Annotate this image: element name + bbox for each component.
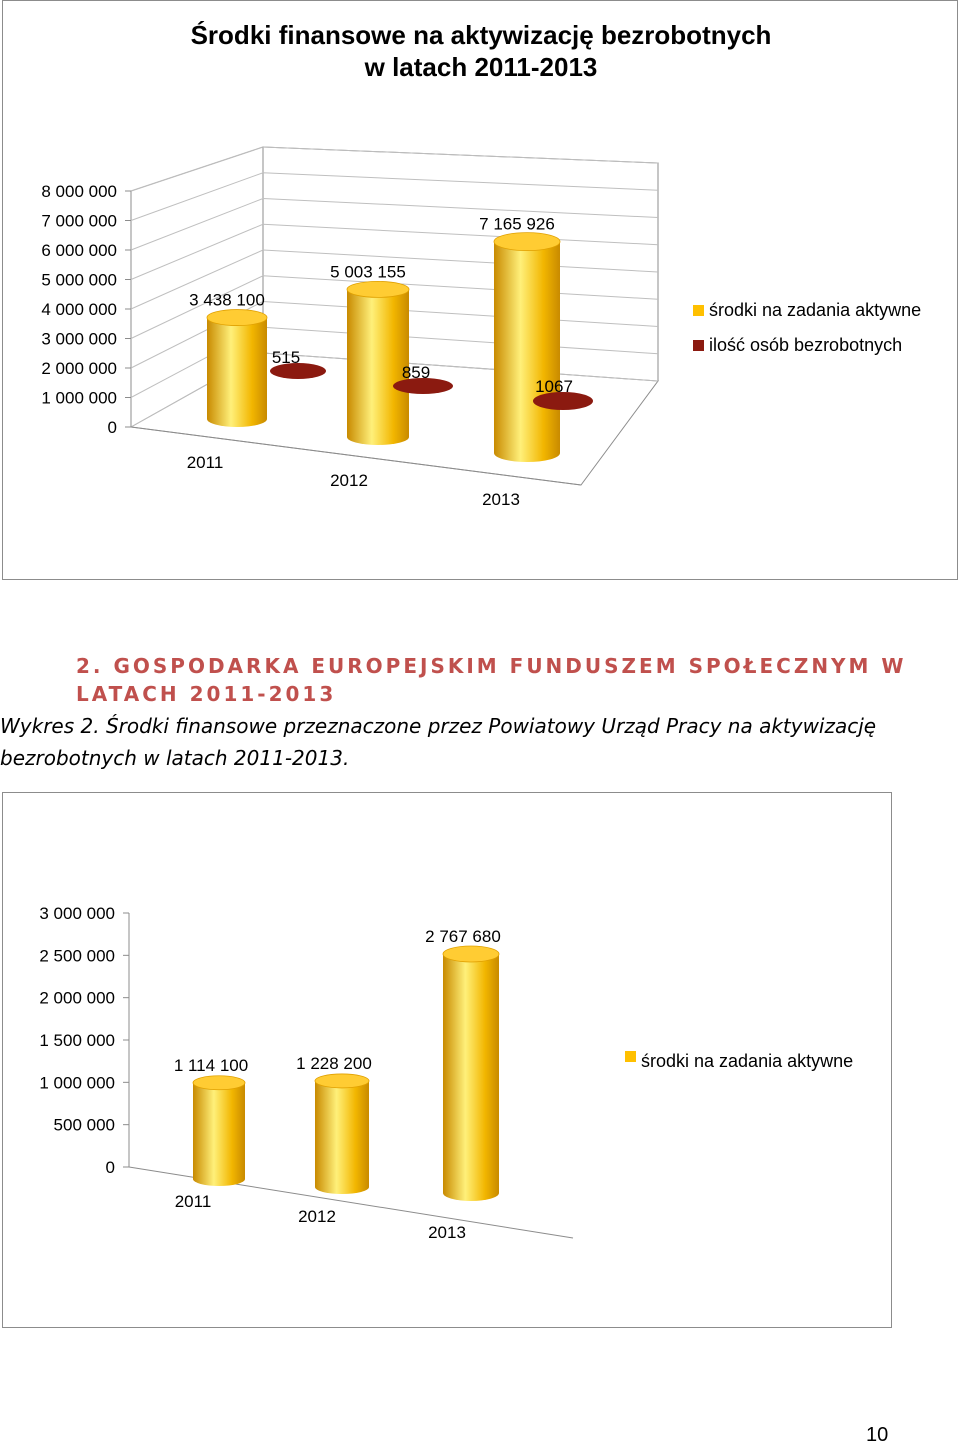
chart1-bar-label: 5 003 155	[330, 262, 406, 281]
chart1-bar-2011	[206, 309, 268, 427]
figure-caption-line1: Wykres 2. Środki finansowe przeznaczone …	[0, 714, 877, 738]
chart2-y-tick-label: 3 000 000	[39, 904, 115, 923]
chart2-y-tick-label: 0	[106, 1158, 115, 1177]
chart2-bar-2011	[192, 1075, 246, 1186]
chart2-bar-2012	[314, 1073, 370, 1194]
chart2-y-tick-label: 2 500 000	[39, 946, 115, 965]
chart2-bar-label: 1 114 100	[174, 1056, 248, 1075]
chart1-y-tick-label: 3 000 000	[41, 330, 117, 349]
chart1-y-tick-label: 2 000 000	[41, 359, 117, 378]
section-heading: 2. GOSPODARKA EUROPEJSKIM FUNDUSZEM SPOŁ…	[76, 652, 936, 708]
chart1-bar-label: 3 438 100	[189, 291, 265, 310]
chart1-legend-label: ilość osób bezrobotnych	[709, 335, 902, 355]
chart1-back-wall	[262, 146, 659, 381]
chart1-disc-label: 859	[402, 363, 430, 382]
page-number: 10	[866, 1424, 889, 1446]
chart2-bar-body	[315, 1080, 369, 1194]
chart2-bar-body	[443, 953, 499, 1201]
chart1-gridline	[130, 172, 659, 221]
chart1-disc-2011	[270, 363, 326, 379]
chart1-y-tick-label: 6 000 000	[41, 241, 117, 260]
chart1-y-tick-label: 1 000 000	[41, 389, 117, 408]
chart1-x-axis	[130, 426, 582, 486]
chart1-legend-label: środki na zadania aktywne	[709, 300, 921, 320]
chart1-y-tick-label: 0	[108, 418, 117, 437]
section-heading-line1: 2. GOSPODARKA EUROPEJSKIM FUNDUSZEM SPOŁ…	[76, 654, 907, 678]
chart1-disc-label: 1067	[535, 377, 573, 396]
chart2-x-tick-label: 2013	[428, 1223, 466, 1242]
chart2-legend-swatch	[625, 1051, 636, 1062]
figure-caption-line2: bezrobotnych w latach 2011-2013.	[0, 746, 350, 770]
chart2-legend-label: środki na zadania aktywne	[641, 1051, 853, 1071]
chart2-x-tick-label: 2012	[298, 1207, 336, 1226]
chart1-x-tick-label: 2013	[482, 490, 520, 509]
chart2-bar-top	[442, 945, 500, 963]
chart2-x-tick-label: 2011	[175, 1192, 212, 1211]
chart2-bar-2013	[442, 945, 500, 1201]
chart-title-line2: w latach 2011-2013	[364, 52, 598, 82]
chart1-bar-top	[206, 309, 268, 326]
chart1-x-tick-label: 2012	[330, 471, 368, 490]
chart1-y-tick-label: 4 000 000	[41, 300, 117, 319]
chart1-disc-2012	[393, 378, 453, 394]
figure-caption: Wykres 2. Środki finansowe przeznaczone …	[0, 710, 940, 774]
chart1-y-tick-label: 7 000 000	[41, 212, 117, 231]
chart-unemployed-funds: Środki finansowe na aktywizację bezrobot…	[2, 0, 958, 580]
chart-title: Środki finansowe na aktywizację bezrobot…	[3, 19, 959, 83]
chart-title-line1: Środki finansowe na aktywizację bezrobot…	[190, 20, 772, 50]
chart2-bar-top	[314, 1073, 370, 1089]
chart1-plot: 0 1 000 000 2 000 000 3 000 000 4 000 000 5 0…	[41, 146, 921, 509]
chart1-x-tick-label: 2011	[187, 453, 224, 472]
chart2-y-tick-label: 1 500 000	[39, 1031, 115, 1050]
chart1-y-tick-label: 8 000 000	[41, 182, 117, 201]
chart1-bar-top	[346, 281, 410, 298]
chart1-gridline	[130, 146, 659, 192]
chart2-bar-body	[193, 1082, 245, 1186]
chart1-legend-swatch	[693, 340, 704, 351]
chart2-bar-label: 2 767 680	[425, 927, 501, 946]
chart1-bar-body	[207, 317, 267, 427]
chart1-disc-2013	[533, 392, 593, 410]
chart2-y-tick-label: 2 000 000	[39, 989, 115, 1008]
chart2-bar-top	[192, 1075, 246, 1091]
chart1-bar-label: 7 165 926	[479, 215, 555, 234]
chart2-plot: 0 500 000 1 000 000 1 500 000 2 000 000 2 500…	[39, 904, 853, 1242]
chart1-y-tick-label: 5 000 000	[41, 271, 117, 290]
chart2-y-tick-label: 500 000	[54, 1116, 115, 1135]
chart1-gridline	[130, 197, 659, 251]
chart1-bar-2013	[493, 232, 561, 462]
chart1-bar-body	[347, 289, 409, 445]
chart1-bar-top	[493, 232, 561, 252]
chart1-bar-2012	[346, 281, 410, 445]
chart1-bar-body	[494, 241, 560, 462]
chart1-disc-label: 515	[272, 348, 300, 367]
chart2-y-tick-label: 1 000 000	[39, 1073, 115, 1092]
chart-efs-funds: 0 500 000 1 000 000 1 500 000 2 000 000 2 500…	[2, 792, 892, 1328]
chart2-bar-label: 1 228 200	[296, 1054, 372, 1073]
chart1-legend-swatch	[693, 305, 704, 316]
section-heading-line2: LATACH 2011-2013	[76, 682, 337, 706]
